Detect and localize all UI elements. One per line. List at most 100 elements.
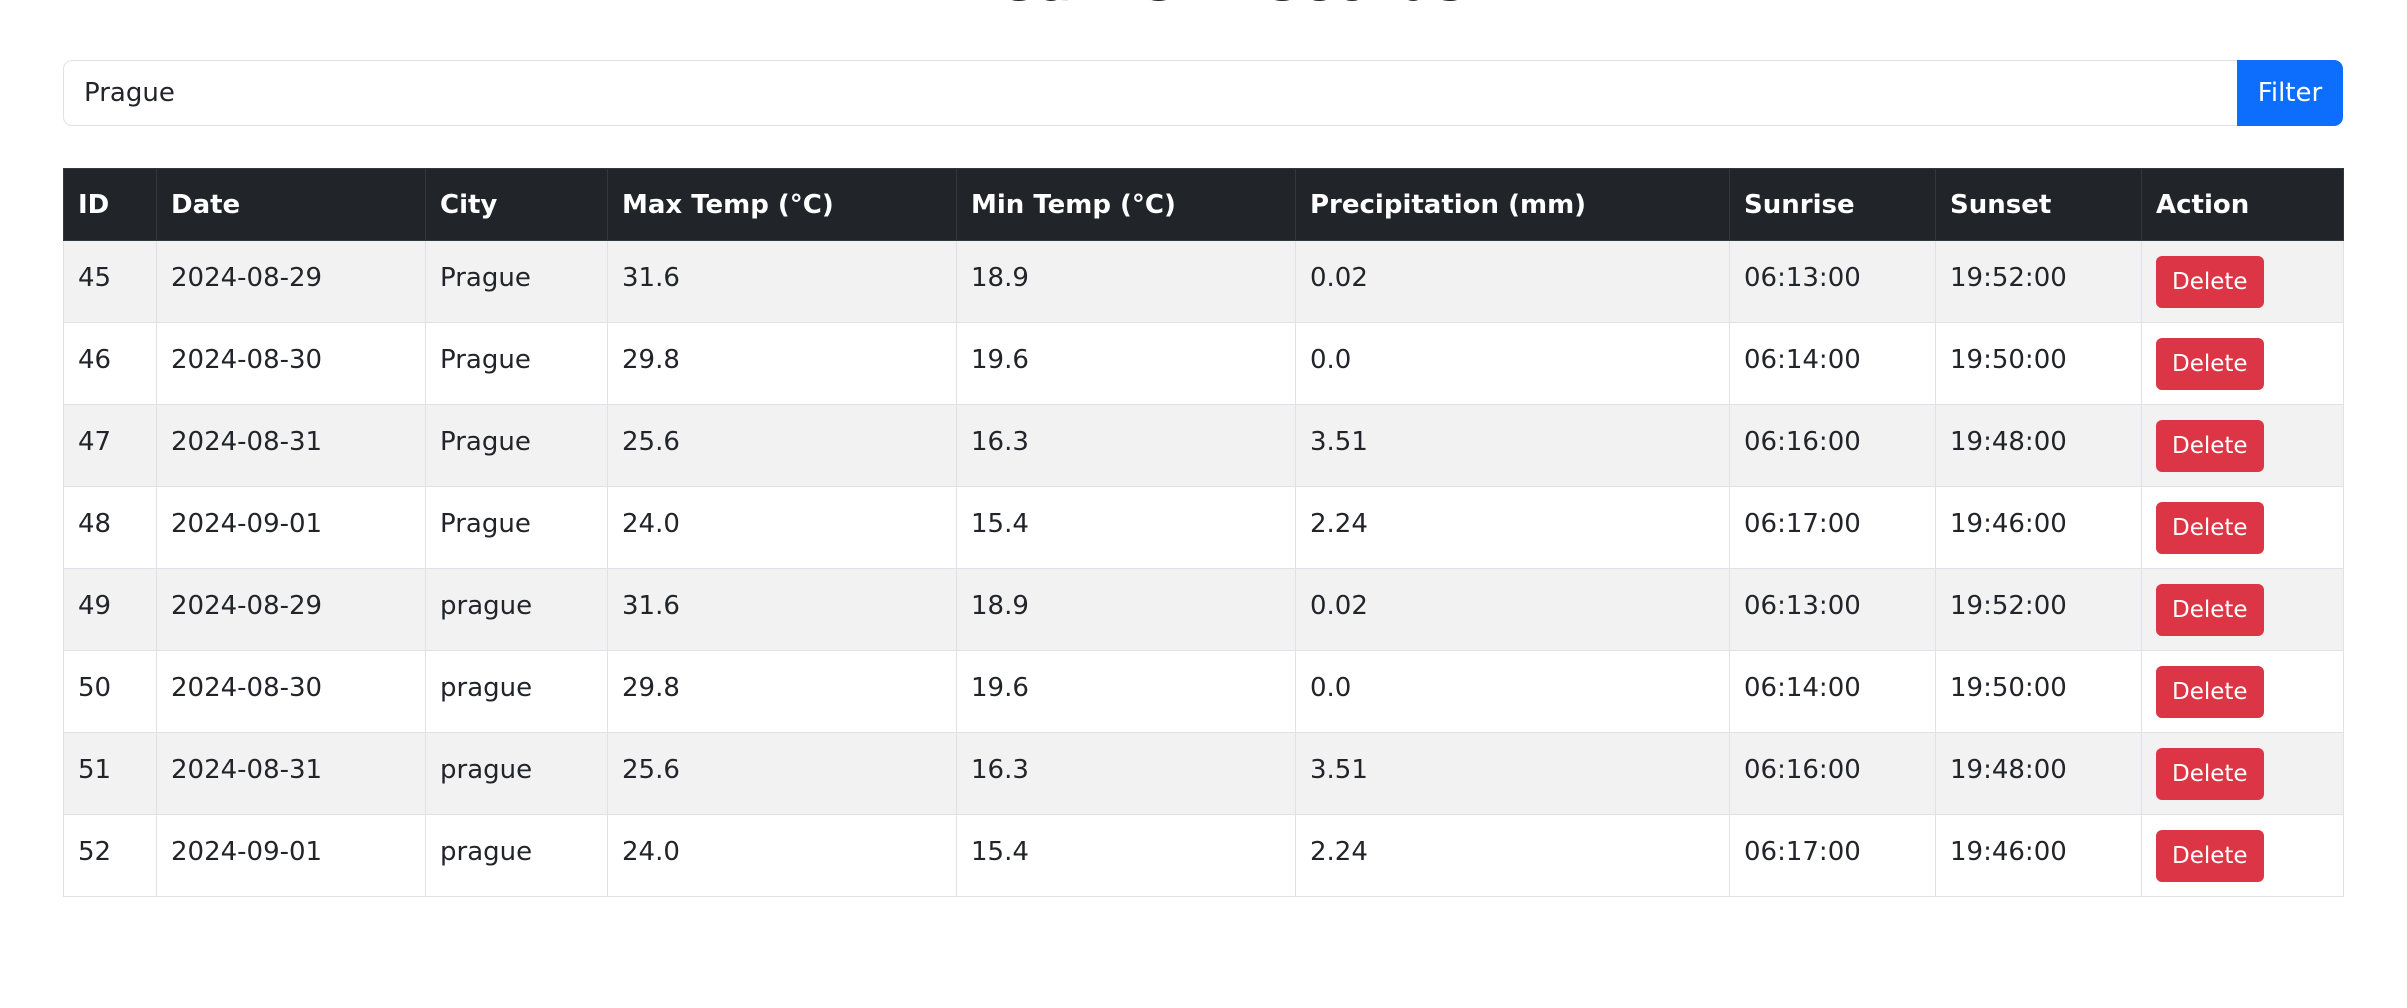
cell-min-temp: 19.6 xyxy=(956,650,1296,733)
cell-max-temp: 24.0 xyxy=(607,486,957,569)
delete-button[interactable]: Delete xyxy=(2156,747,2264,800)
delete-button[interactable]: Delete xyxy=(2156,665,2264,718)
filter-form: Filter xyxy=(63,60,2343,126)
cell-id-text: 52 xyxy=(78,836,112,867)
cell-sunset-text: 19:50:00 xyxy=(1950,672,2067,703)
cell-sunset-text: 19:52:00 xyxy=(1950,590,2067,621)
cell-date: 2024-08-31 xyxy=(156,404,426,487)
page-title: Weather Records xyxy=(0,0,2407,10)
cell-sunset-text: 19:50:00 xyxy=(1950,344,2067,375)
cell-city-text: prague xyxy=(440,836,533,867)
cell-city-text: Prague xyxy=(440,508,531,539)
cell-city: prague xyxy=(425,814,608,897)
cell-action: Delete xyxy=(2141,486,2344,569)
cell-precipitation-text: 0.02 xyxy=(1310,262,1368,293)
cell-id: 47 xyxy=(63,404,157,487)
city-filter-input[interactable] xyxy=(63,60,2237,126)
cell-max-temp-text: 29.8 xyxy=(622,344,680,375)
cell-sunrise: 06:14:00 xyxy=(1729,650,1936,733)
cell-min-temp: 19.6 xyxy=(956,322,1296,405)
table-row: 48 2024-09-01 Prague 24.0 15.4 2.24 06:17:00 19… xyxy=(63,486,2344,569)
cell-precipitation: 0.02 xyxy=(1295,568,1730,651)
cell-date: 2024-08-29 xyxy=(156,568,426,651)
column-header-city: City xyxy=(425,168,608,241)
cell-sunset-text: 19:48:00 xyxy=(1950,426,2067,457)
cell-date-text: 2024-08-30 xyxy=(171,344,323,375)
cell-city: Prague xyxy=(425,240,608,323)
cell-date: 2024-08-29 xyxy=(156,240,426,323)
table-row: 47 2024-08-31 Prague 25.6 16.3 3.51 06:16:00 19… xyxy=(63,404,2344,487)
cell-min-temp-text: 19.6 xyxy=(971,344,1029,375)
cell-date-text: 2024-08-31 xyxy=(171,426,323,457)
weather-records-table: ID Date City Max Temp (°C) Min Temp (°C)… xyxy=(63,168,2344,897)
cell-id: 45 xyxy=(63,240,157,323)
filter-button[interactable]: Filter xyxy=(2237,60,2343,126)
cell-city: prague xyxy=(425,650,608,733)
delete-button[interactable]: Delete xyxy=(2156,255,2264,308)
cell-id-text: 50 xyxy=(78,672,112,703)
cell-sunset-text: 19:46:00 xyxy=(1950,836,2067,867)
cell-max-temp-text: 25.6 xyxy=(622,426,680,457)
cell-date-text: 2024-08-30 xyxy=(171,672,323,703)
delete-button[interactable]: Delete xyxy=(2156,583,2264,636)
cell-sunset: 19:52:00 xyxy=(1935,568,2142,651)
cell-max-temp: 25.6 xyxy=(607,732,957,815)
cell-min-temp: 16.3 xyxy=(956,732,1296,815)
cell-sunrise-text: 06:13:00 xyxy=(1744,262,1861,293)
delete-button[interactable]: Delete xyxy=(2156,337,2264,390)
cell-city-text: prague xyxy=(440,672,533,703)
column-header-action: Action xyxy=(2141,168,2344,241)
cell-city: Prague xyxy=(425,486,608,569)
cell-id: 46 xyxy=(63,322,157,405)
table-row: 46 2024-08-30 Prague 29.8 19.6 0.0 06:14:00 19:… xyxy=(63,322,2344,405)
cell-min-temp-text: 15.4 xyxy=(971,508,1029,539)
cell-action: Delete xyxy=(2141,650,2344,733)
cell-max-temp-text: 24.0 xyxy=(622,836,680,867)
cell-min-temp-text: 15.4 xyxy=(971,836,1029,867)
cell-id: 51 xyxy=(63,732,157,815)
table-body: 45 2024-08-29 Prague 31.6 18.9 0.02 06:13:00 19… xyxy=(63,240,2344,897)
cell-min-temp: 16.3 xyxy=(956,404,1296,487)
cell-sunset: 19:52:00 xyxy=(1935,240,2142,323)
cell-sunrise-text: 06:13:00 xyxy=(1744,590,1861,621)
delete-button[interactable]: Delete xyxy=(2156,419,2264,472)
cell-sunset-text: 19:46:00 xyxy=(1950,508,2067,539)
cell-sunset: 19:46:00 xyxy=(1935,814,2142,897)
cell-sunset: 19:50:00 xyxy=(1935,650,2142,733)
cell-min-temp-text: 16.3 xyxy=(971,426,1029,457)
cell-sunrise: 06:17:00 xyxy=(1729,486,1936,569)
delete-button[interactable]: Delete xyxy=(2156,829,2264,882)
cell-sunset: 19:50:00 xyxy=(1935,322,2142,405)
cell-min-temp-text: 18.9 xyxy=(971,262,1029,293)
column-header-max-temp: Max Temp (°C) xyxy=(607,168,957,241)
delete-button[interactable]: Delete xyxy=(2156,501,2264,554)
cell-min-temp: 18.9 xyxy=(956,240,1296,323)
cell-city-text: Prague xyxy=(440,262,531,293)
cell-id-text: 47 xyxy=(78,426,112,457)
cell-city-text: prague xyxy=(440,590,533,621)
cell-date-text: 2024-09-01 xyxy=(171,836,323,867)
cell-city: prague xyxy=(425,568,608,651)
table-row: 45 2024-08-29 Prague 31.6 18.9 0.02 06:13:00 19… xyxy=(63,240,2344,323)
cell-max-temp: 31.6 xyxy=(607,240,957,323)
cell-date: 2024-08-30 xyxy=(156,322,426,405)
cell-min-temp-text: 18.9 xyxy=(971,590,1029,621)
cell-id: 49 xyxy=(63,568,157,651)
cell-precipitation: 0.0 xyxy=(1295,650,1730,733)
cell-min-temp: 15.4 xyxy=(956,486,1296,569)
cell-date-text: 2024-09-01 xyxy=(171,508,323,539)
cell-sunrise: 06:16:00 xyxy=(1729,404,1936,487)
cell-action: Delete xyxy=(2141,732,2344,815)
cell-id-text: 51 xyxy=(78,754,112,785)
cell-precipitation-text: 0.0 xyxy=(1310,672,1352,703)
cell-id: 48 xyxy=(63,486,157,569)
cell-city: Prague xyxy=(425,404,608,487)
cell-max-temp: 24.0 xyxy=(607,814,957,897)
cell-min-temp: 15.4 xyxy=(956,814,1296,897)
cell-id-text: 45 xyxy=(78,262,112,293)
cell-precipitation-text: 3.51 xyxy=(1310,754,1368,785)
cell-date: 2024-09-01 xyxy=(156,814,426,897)
column-header-precipitation: Precipitation (mm) xyxy=(1295,168,1730,241)
cell-id: 52 xyxy=(63,814,157,897)
cell-city-text: prague xyxy=(440,754,533,785)
